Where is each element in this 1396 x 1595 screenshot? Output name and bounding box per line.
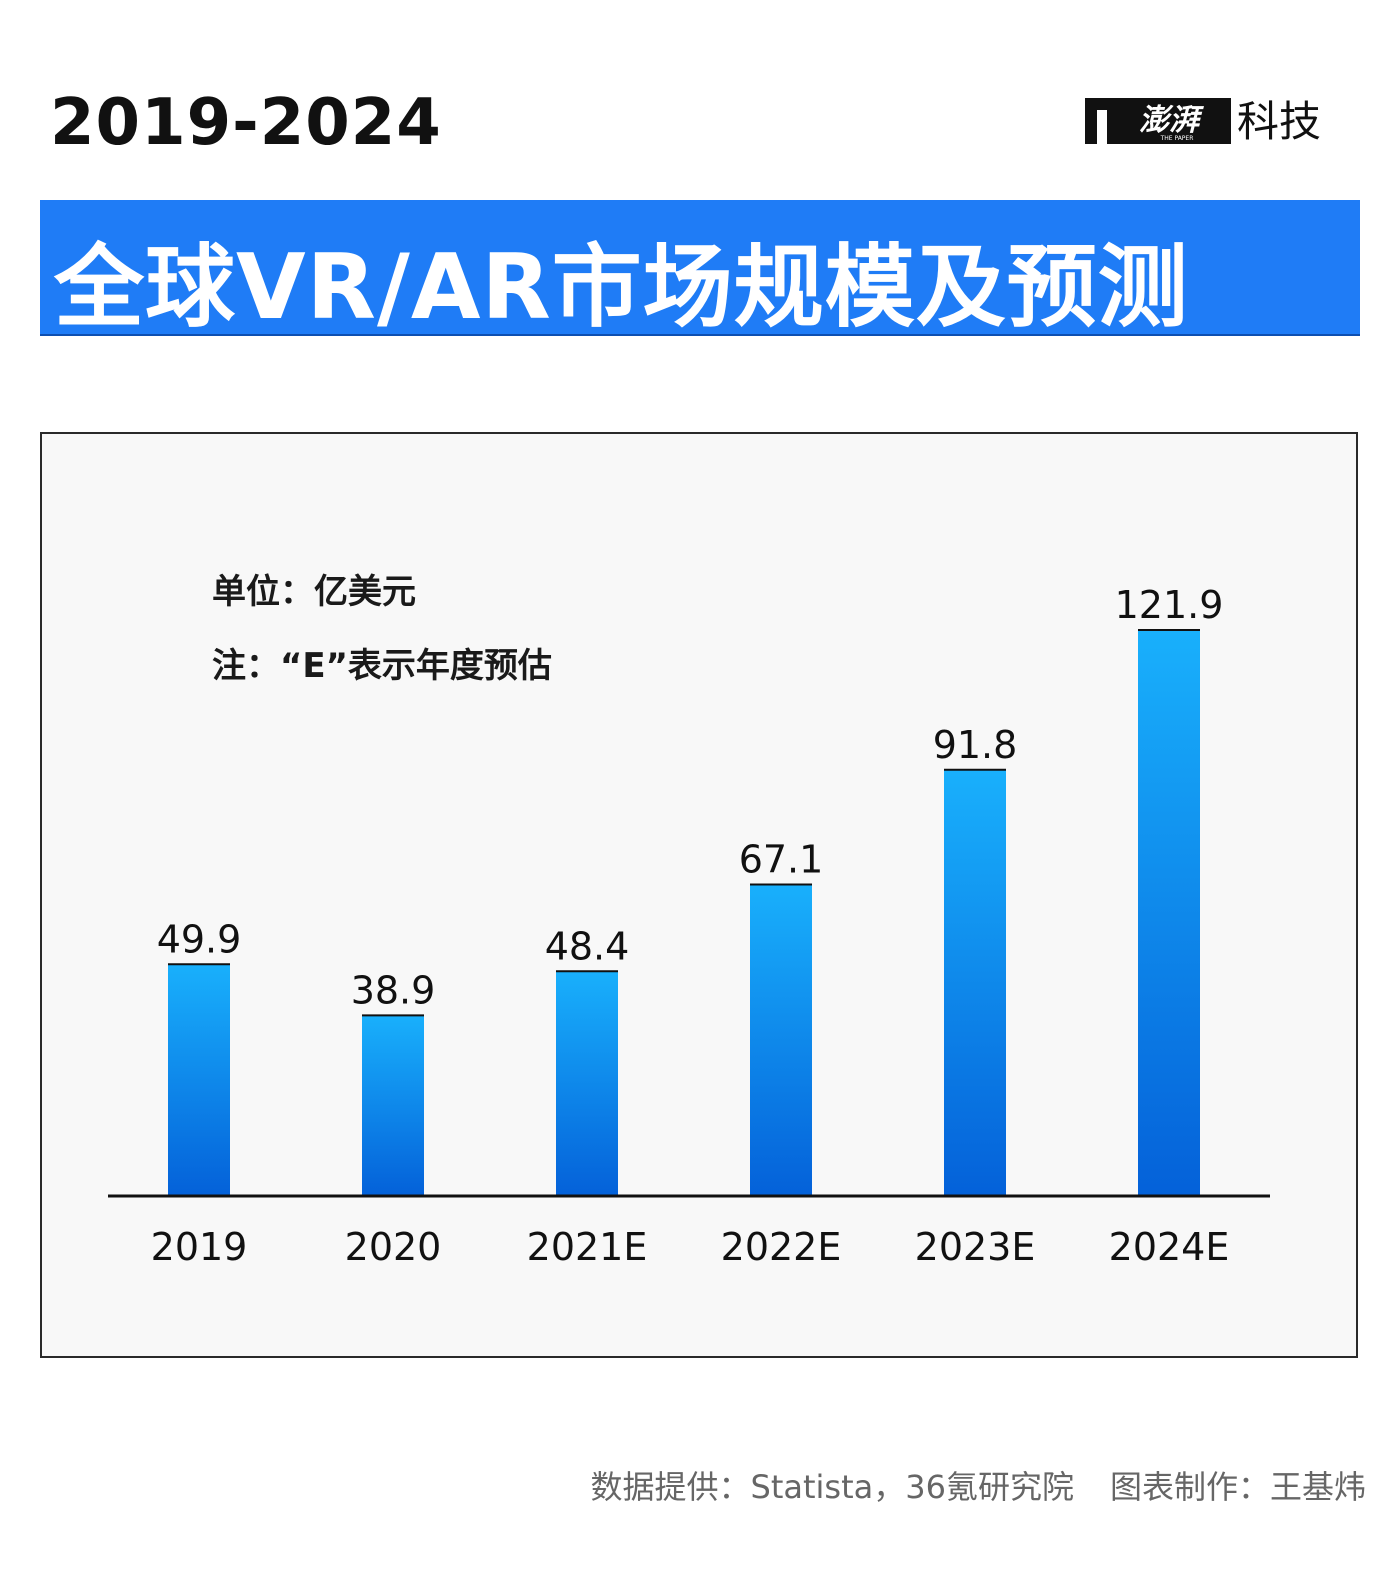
x-tick-label: 2019 (151, 1225, 248, 1269)
bar-2023E (944, 769, 1006, 1196)
x-tick-label: 2023E (915, 1225, 1036, 1269)
x-tick-label: 2021E (527, 1225, 648, 1269)
unit-note: 单位：亿美元 (212, 572, 416, 612)
bar-2020 (362, 1015, 424, 1196)
data-label: 49.9 (157, 917, 242, 961)
data-label: 121.9 (1115, 583, 1224, 627)
logo-brand-en: THE PAPER (1160, 135, 1194, 142)
estimate-note: 注：“E”表示年度预估 (212, 646, 552, 686)
thepaper-logo: 澎湃 THE PAPER 科技 (1085, 97, 1321, 146)
year-range: 2019-2024 (50, 86, 442, 160)
data-label: 38.9 (351, 968, 436, 1012)
title-bar: 全球VR/AR市场规模及预测 (40, 200, 1360, 340)
bar-2021E (556, 971, 618, 1196)
footer: 数据提供：Statista，36氪研究院 图表制作：王基炜 (555, 1462, 1366, 1508)
data-label: 48.4 (545, 924, 630, 968)
bar-2019 (168, 964, 230, 1196)
chart-title: 全球VR/AR市场规模及预测 (54, 235, 1189, 340)
logo-suffix: 科技 (1237, 97, 1321, 146)
chart-panel: 单位：亿美元 注：“E”表示年度预估 49.9 2019 38.9 2020 48.4 2… (40, 432, 1358, 1358)
author-credit: 图表制作：王基炜 (1109, 1468, 1366, 1506)
source-credit: 数据提供：Statista，36氪研究院 (590, 1468, 1074, 1506)
x-tick-label: 2022E (721, 1225, 842, 1269)
data-label: 67.1 (739, 837, 824, 881)
bar-chart: 49.9 2019 38.9 2020 48.4 2021E 67.1 2022E 91.8 20… (108, 583, 1270, 1269)
bar-2022E (750, 884, 812, 1196)
logo-brand-cn: 澎湃 (1139, 103, 1204, 138)
bar-2024E (1138, 630, 1200, 1196)
x-tick-label: 2024E (1109, 1225, 1230, 1269)
data-label: 91.8 (933, 723, 1018, 767)
x-tick-label: 2020 (345, 1225, 442, 1269)
